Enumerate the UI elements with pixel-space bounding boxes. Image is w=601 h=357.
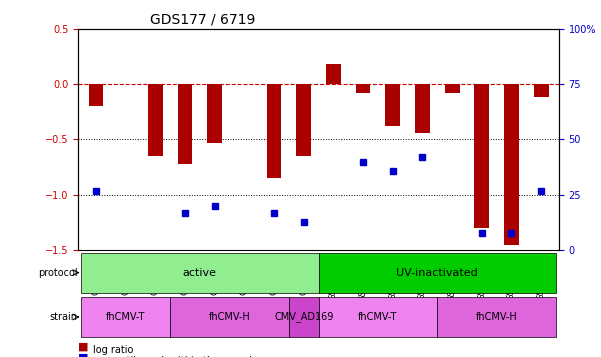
FancyBboxPatch shape <box>81 253 319 292</box>
Text: fhCMV-H: fhCMV-H <box>476 312 517 322</box>
Text: active: active <box>183 268 217 278</box>
FancyBboxPatch shape <box>170 297 289 337</box>
Bar <box>296 84 311 156</box>
Text: fhCMV-H: fhCMV-H <box>209 312 251 322</box>
Bar <box>177 84 192 164</box>
Text: percentile rank within the sample: percentile rank within the sample <box>93 356 258 357</box>
Text: CMV_AD169: CMV_AD169 <box>274 312 334 322</box>
Text: ■: ■ <box>78 353 88 357</box>
Bar <box>534 84 549 97</box>
Text: protocol: protocol <box>38 268 78 278</box>
Text: ■: ■ <box>78 342 88 352</box>
Bar <box>445 84 460 93</box>
FancyBboxPatch shape <box>289 297 319 337</box>
Bar <box>415 84 430 133</box>
Bar <box>474 84 489 228</box>
FancyBboxPatch shape <box>81 297 170 337</box>
Text: log ratio: log ratio <box>93 345 133 355</box>
Bar <box>267 84 281 178</box>
Text: fhCMV-T: fhCMV-T <box>358 312 398 322</box>
Text: UV-inactivated: UV-inactivated <box>397 268 478 278</box>
Bar <box>207 84 222 143</box>
Bar <box>88 84 103 106</box>
Text: strain: strain <box>49 312 78 322</box>
Bar <box>385 84 400 126</box>
Bar <box>504 84 519 245</box>
Bar <box>326 64 341 84</box>
Text: GDS177 / 6719: GDS177 / 6719 <box>150 12 255 26</box>
Bar <box>356 84 370 93</box>
Bar <box>148 84 163 156</box>
FancyBboxPatch shape <box>438 297 556 337</box>
FancyBboxPatch shape <box>319 297 438 337</box>
Text: fhCMV-T: fhCMV-T <box>106 312 145 322</box>
FancyBboxPatch shape <box>319 253 556 292</box>
